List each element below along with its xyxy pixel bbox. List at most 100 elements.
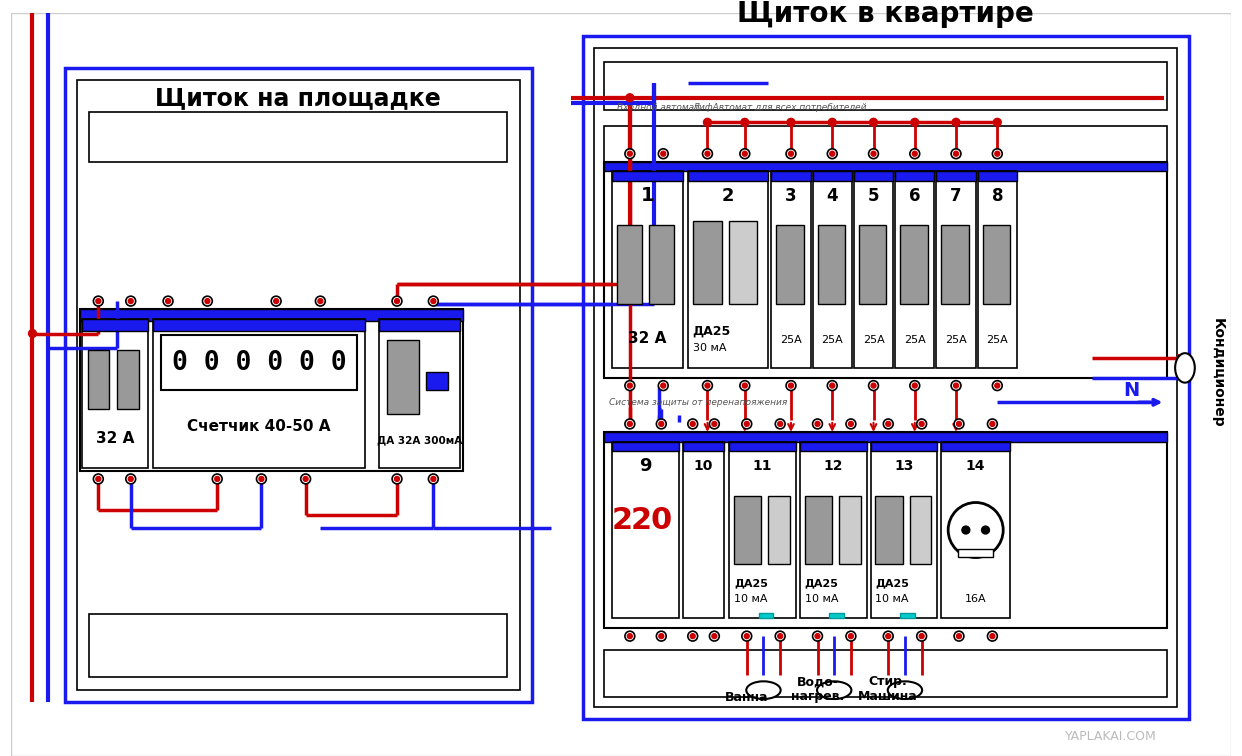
Bar [858,225,887,304]
Bar [771,172,811,181]
Text: 25А: 25А [780,336,802,345]
Circle shape [315,296,325,306]
Text: ДА25: ДА25 [805,578,838,588]
Text: 7: 7 [950,187,961,205]
Bar [605,650,1167,697]
Circle shape [777,634,782,639]
Circle shape [709,631,719,641]
Circle shape [626,94,633,101]
Circle shape [740,149,750,159]
Circle shape [744,421,749,426]
Circle shape [954,383,959,388]
Text: 25А: 25А [986,336,1009,345]
Bar [426,372,448,389]
Circle shape [990,421,995,426]
Bar [582,36,1189,719]
Circle shape [658,381,668,391]
Circle shape [954,419,964,429]
Text: 0: 0 [651,506,672,534]
Bar [650,225,674,304]
Text: Счетчик 40-50 А: Счетчик 40-50 А [188,420,330,435]
Bar [876,496,903,565]
Text: 3: 3 [785,187,797,205]
Bar [982,225,1010,304]
Circle shape [205,299,210,304]
Circle shape [257,474,266,484]
Ellipse shape [888,681,922,699]
Circle shape [165,299,170,304]
Circle shape [848,421,853,426]
Bar [800,442,867,451]
Text: 16А: 16А [965,593,986,604]
Circle shape [987,419,997,429]
Bar [153,319,365,330]
Circle shape [395,476,400,482]
Circle shape [428,474,438,484]
Bar [958,549,994,556]
Circle shape [712,634,717,639]
Bar [941,442,1010,451]
Circle shape [705,151,710,156]
Circle shape [987,631,997,641]
Circle shape [688,419,698,429]
Circle shape [910,119,919,126]
Circle shape [661,151,666,156]
Text: Входной автомат: Входной автомат [617,103,699,112]
Bar [605,162,1167,172]
Text: 0 0 0 0 0 0: 0 0 0 0 0 0 [171,350,347,376]
Circle shape [96,476,101,482]
Bar [605,126,1167,173]
Bar [153,319,365,468]
Circle shape [258,476,263,482]
Bar [729,442,796,618]
Circle shape [703,381,713,391]
Circle shape [883,419,893,429]
Circle shape [827,381,837,391]
Circle shape [392,296,402,306]
Ellipse shape [1175,353,1195,383]
Text: 5: 5 [868,187,879,205]
Circle shape [428,296,438,306]
Circle shape [271,296,281,306]
Circle shape [627,151,632,156]
Bar [79,309,463,321]
Bar [161,336,356,389]
Bar [977,172,1017,181]
Circle shape [688,631,698,641]
Circle shape [815,634,820,639]
Circle shape [29,330,36,337]
Ellipse shape [817,681,852,699]
Bar [612,172,683,368]
Bar [800,442,867,618]
Circle shape [886,634,891,639]
Circle shape [995,151,1000,156]
Circle shape [954,151,959,156]
Bar [936,172,976,368]
Text: ДифАвтомат для всех потребителей: ДифАвтомат для всех потребителей [693,103,867,112]
Text: 8: 8 [991,187,1004,205]
Circle shape [869,119,877,126]
Bar [595,48,1177,707]
Circle shape [951,381,961,391]
Text: Система защиты от перенапряжения: Система защиты от перенапряжения [610,398,787,407]
Text: Водо-
нагрев.: Водо- нагрев. [791,675,845,703]
Text: YAPLAKAI.COM: YAPLAKAI.COM [1066,730,1158,743]
Bar [693,221,722,304]
Circle shape [883,631,893,641]
Circle shape [301,474,310,484]
Bar [805,496,832,565]
Circle shape [868,381,878,391]
Circle shape [956,634,961,639]
Bar [771,172,811,368]
Bar [817,225,845,304]
Circle shape [953,119,960,126]
Circle shape [789,383,794,388]
Circle shape [815,421,820,426]
Text: 6: 6 [909,187,920,205]
Bar [612,442,679,618]
Text: 14: 14 [966,459,985,473]
Circle shape [777,421,782,426]
Text: 9: 9 [640,457,652,476]
Circle shape [627,383,632,388]
Circle shape [128,299,133,304]
